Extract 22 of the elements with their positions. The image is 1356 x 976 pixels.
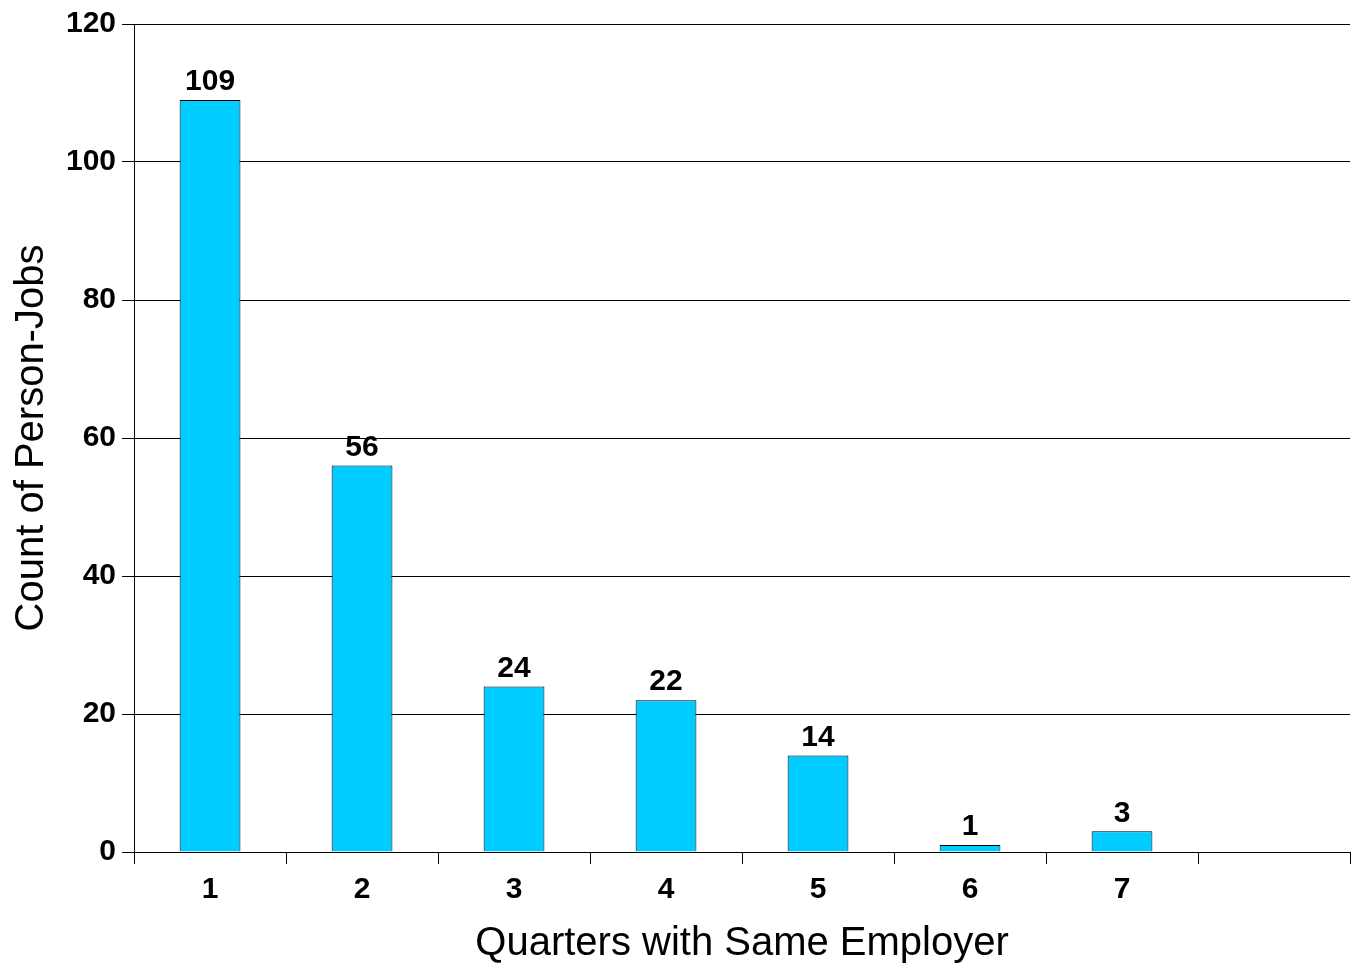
x-tick-label: 7: [1113, 871, 1131, 905]
data-label: 1: [961, 808, 979, 842]
data-label: 22: [649, 663, 683, 697]
y-tick-label: 0: [99, 833, 117, 867]
x-tick-label: 3: [505, 871, 523, 905]
x-tick-label: 2: [353, 871, 371, 905]
y-tick-label: 20: [82, 695, 117, 729]
y-axis-title: Count of Person-Jobs: [7, 244, 52, 632]
y-tick-label: 100: [65, 143, 117, 177]
x-tick-label: 1: [201, 871, 219, 905]
x-axis-title: Quarters with Same Employer: [475, 919, 1009, 964]
data-label: 109: [185, 63, 236, 97]
x-tick-label: 5: [809, 871, 827, 905]
y-tick-label: 80: [82, 281, 117, 315]
y-tick-label: 120: [65, 5, 117, 39]
x-tick-label: 6: [961, 871, 979, 905]
data-label: 3: [1113, 794, 1131, 828]
x-tick-label: 4: [657, 871, 675, 905]
data-label: 14: [801, 718, 836, 752]
y-tick-label: 40: [82, 557, 117, 591]
y-tick-label: 60: [82, 419, 117, 453]
data-label: 24: [497, 649, 532, 683]
